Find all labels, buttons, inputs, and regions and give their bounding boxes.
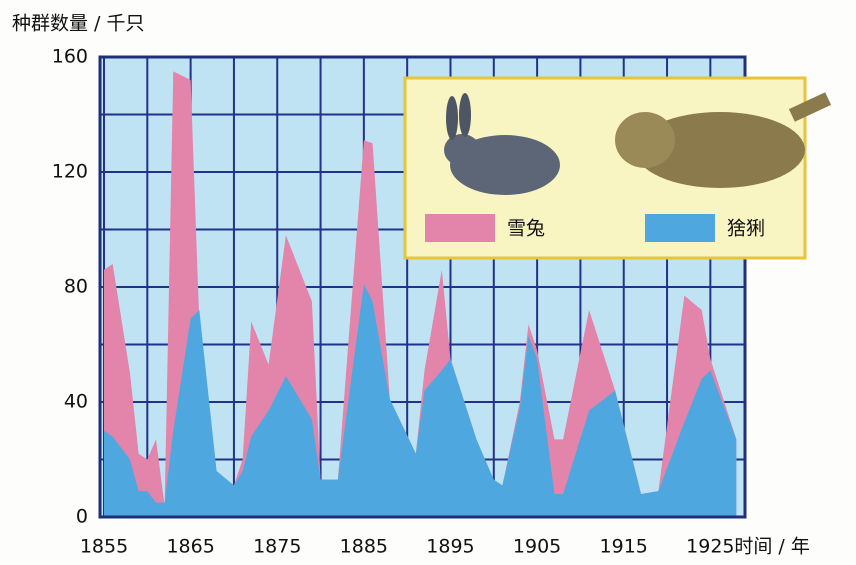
x-tick-label: 1855 bbox=[80, 536, 128, 558]
legend: 雪兔 猞猁 bbox=[403, 76, 832, 260]
y-tick-label: 40 bbox=[64, 391, 88, 413]
legend-label: 雪兔 bbox=[507, 218, 545, 240]
y-tick-label: 160 bbox=[52, 46, 88, 68]
x-tick-label: 1885 bbox=[340, 536, 388, 558]
legend-swatch bbox=[645, 214, 715, 242]
lynx-illustration bbox=[615, 92, 832, 188]
area bbox=[104, 284, 737, 517]
x-tick-label: 1895 bbox=[426, 536, 474, 558]
x-axis-label: 时间 / 年 bbox=[734, 536, 809, 558]
y-tick-label: 80 bbox=[64, 276, 88, 298]
y-tick-label: 0 bbox=[76, 506, 88, 528]
x-tick-label: 1865 bbox=[166, 536, 214, 558]
x-tick-label: 1905 bbox=[513, 536, 561, 558]
x-tick-label: 1925 bbox=[686, 536, 734, 558]
y-tick-label: 120 bbox=[52, 161, 88, 183]
legend-swatch bbox=[425, 214, 495, 242]
x-tick-label: 1875 bbox=[253, 536, 301, 558]
legend-label: 猞猁 bbox=[727, 218, 765, 240]
y-axis-label: 种群数量 / 千只 bbox=[12, 13, 144, 35]
hare-illustration bbox=[444, 93, 560, 195]
x-tick-label: 1915 bbox=[600, 536, 648, 558]
areas bbox=[104, 71, 737, 517]
plot-border bbox=[98, 55, 747, 519]
area bbox=[104, 71, 737, 517]
